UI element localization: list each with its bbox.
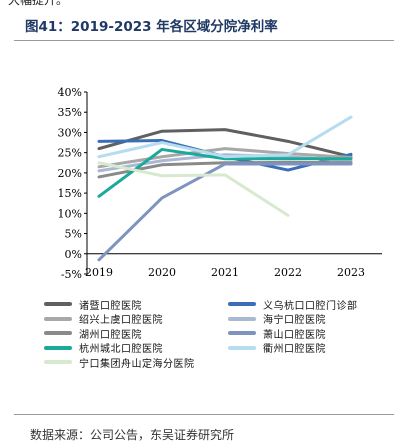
y-tick-label: 5% [65,228,82,241]
legend-item: 绍兴上虞口腔医院 [44,312,163,326]
x-tick-label: 2019 [85,266,113,279]
legend-swatch [228,302,256,306]
legend-label: 杭州城北口腔医院 [79,344,163,355]
legend-item: 湖州口腔医院 [44,326,142,341]
title-rule [14,40,394,41]
legend-swatch [44,345,72,350]
series-line [97,162,353,262]
legend-item: 海宁口腔医院 [228,312,326,326]
legend-item: 杭州城北口腔医院 [44,341,163,355]
y-tick-label: 10% [58,207,82,220]
legend-item: 萧山口腔医院 [228,326,326,341]
series-line [97,147,353,169]
series-line [97,147,353,198]
legend-item: 诸暨口腔医院 [44,297,142,312]
series-line [97,161,290,217]
legend-label: 海宁口腔医院 [263,315,326,326]
legend-item: 宁口集团舟山定海分医院 [44,355,195,370]
y-tick-label: 35% [58,106,82,119]
legend-swatch [44,302,72,306]
y-tick-label: 40% [58,86,82,99]
y-tick-label: 25% [58,147,82,160]
legend-label: 湖州口腔医院 [79,329,142,341]
y-tick-label: -5% [61,268,82,281]
legend-label: 衢州口腔医院 [263,344,326,355]
series-line [97,115,353,159]
y-tick-label: 30% [58,126,82,139]
series-line [97,128,353,159]
footer-rule [14,414,394,415]
legend-swatch [44,316,72,321]
x-tick-label: 2021 [211,266,239,279]
y-tick-label: 0% [65,248,82,261]
source-note: 数据来源：公司公告，东吴证券研究所 [30,428,235,442]
y-tick-label: 15% [58,187,82,200]
x-tick-label: 2020 [148,266,176,279]
legend-label: 宁口集团舟山定海分医院 [79,358,195,370]
figure-title: 图41：2019-2023 年各区域分院净利率 [25,19,278,35]
legend-label: 萧山口腔医院 [263,329,326,341]
legend-label: 诸暨口腔医院 [79,300,142,312]
x-tick-label: 2023 [337,266,365,279]
y-tick-label: 20% [58,167,82,180]
legend-swatch [44,331,72,335]
legend-label: 义乌杭口口腔门诊部 [263,300,358,312]
legend-swatch [228,331,256,335]
legend-swatch [228,316,256,321]
page-top-text: 大幅提升。 [8,0,69,7]
line-chart: -5% 0% 5% 10% 15% 20% 25% 30% 35% 40% 2019 2020 2021… [58,86,382,281]
legend-swatch [44,360,72,364]
legend-item: 衢州口腔医院 [228,341,326,355]
legend-item: 义乌杭口口腔门诊部 [228,297,358,312]
legend-label: 绍兴上虞口腔医院 [79,315,163,326]
x-tick-label: 2022 [274,266,302,279]
legend-swatch [228,345,256,350]
